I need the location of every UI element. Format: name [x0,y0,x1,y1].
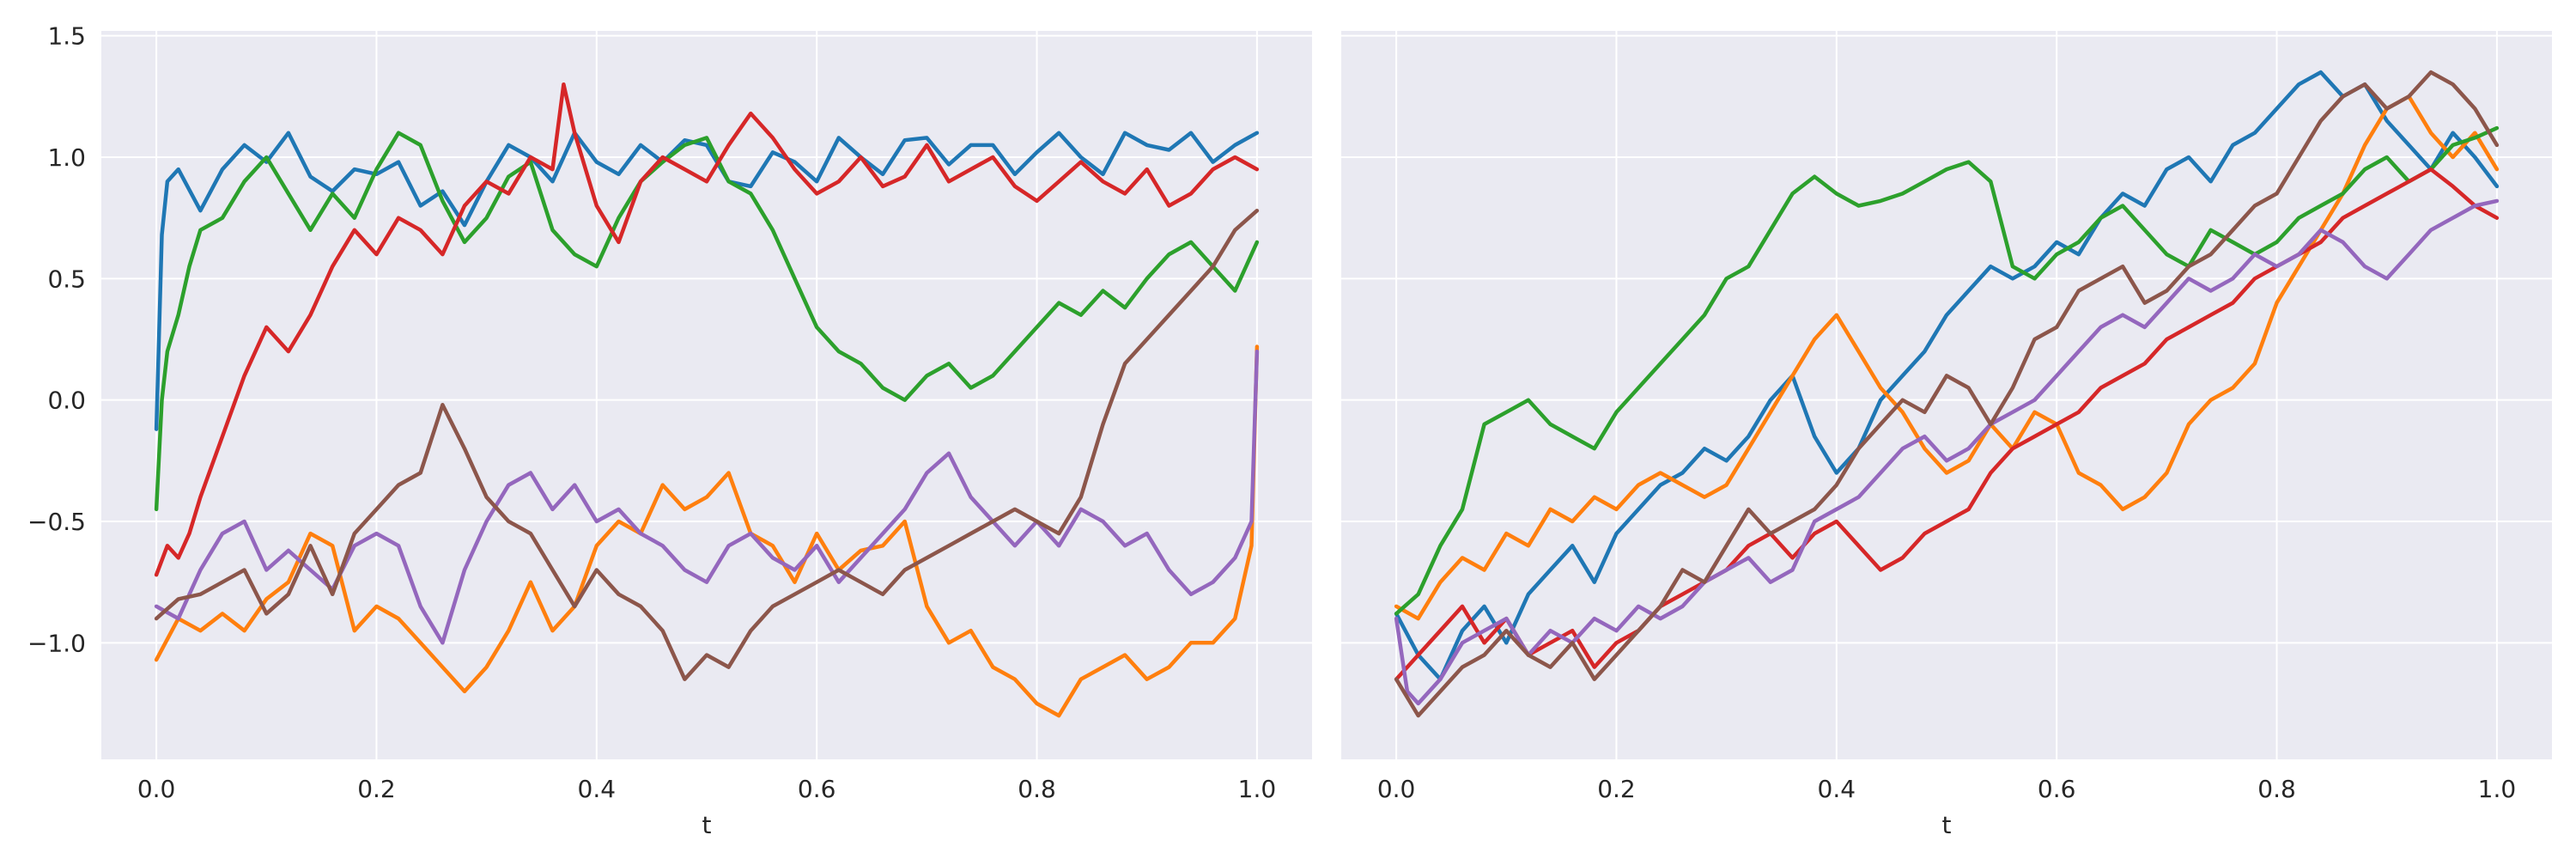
plot-background [101,31,1312,759]
series-line-3 [154,131,1260,512]
x-tick-label: 0.4 [578,775,617,803]
x-tick-label: 0.0 [137,775,176,803]
x-tick-label: 0.6 [2038,775,2076,803]
x-tick-label: 1.0 [1238,775,1277,803]
x-tick-label: 0.6 [798,775,836,803]
series-line-2 [1394,94,2500,621]
y-tick-label: 1.5 [47,22,86,51]
x-tick-label: 0.4 [1818,775,1856,803]
y-tick-label: 0.5 [47,265,86,293]
y-tick-label: 1.0 [47,143,86,172]
x-tick-label: 1.0 [2478,775,2517,803]
x-tick-label: 0.0 [1377,775,1416,803]
y-tick-label: −0.5 [27,508,86,536]
series-line-2 [154,344,1260,718]
x-axis-label: t [702,811,712,839]
x-tick-label: 0.8 [1018,775,1056,803]
y-tick-label: 0.0 [47,387,86,415]
series-line-4 [154,82,1260,577]
y-tick-label: −1.0 [27,629,86,657]
series-line-6 [1394,70,2500,718]
x-tick-label: 0.2 [357,775,396,803]
series-line-1 [154,131,1260,431]
series-line-3 [1394,125,2500,616]
series-line-5 [1394,198,2500,706]
x-axis-label: t [1942,811,1952,839]
right-panel: 0.0 0.2 0.4 0.6 0.8 1.0 t [1341,31,2552,839]
series-line-6 [154,208,1260,681]
left-panel: −1.0 −0.5 0.0 0.5 1.0 1.5 0.0 0.2 0.4 0.6 0.8 1.0 t [27,22,1312,839]
series-line-1 [1394,70,2500,681]
series-line-4 [1394,167,2500,681]
x-tick-label: 0.8 [2257,775,2296,803]
x-tick-label: 0.2 [1597,775,1636,803]
